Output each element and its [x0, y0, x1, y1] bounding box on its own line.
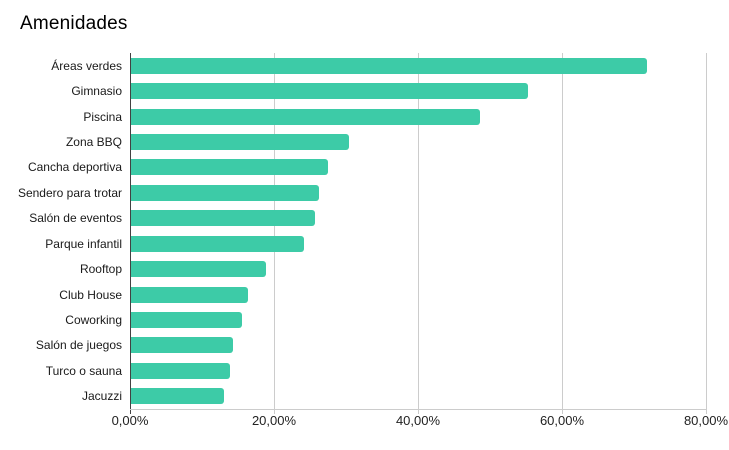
category-label: Zona BBQ [65, 134, 122, 149]
x-tick-label: 20,00% [251, 413, 297, 428]
gridline-60,00% [562, 53, 563, 414]
category-axis-labels: Áreas verdes Gimnasio Piscina Zona BBQ Canch… [0, 53, 122, 409]
bar-Turco o sauna[interactable] [131, 362, 231, 379]
bar-Piscina[interactable] [131, 108, 480, 125]
bar-Salón de juegos[interactable] [131, 337, 234, 354]
bar-row [131, 78, 706, 103]
category-label: Sendero para trotar [17, 185, 122, 200]
category-label: Salón de eventos [29, 211, 122, 226]
gridlines [130, 53, 707, 414]
x-tick-label: 0,00% [111, 413, 149, 428]
category-label: Jacuzzi [81, 389, 122, 404]
x-tick-label: 60,00% [539, 413, 585, 428]
bar-Salón de eventos[interactable] [131, 210, 315, 227]
x-axis-baseline [130, 409, 707, 410]
bar-row [131, 256, 706, 281]
bar-row [131, 180, 706, 205]
bar-Club House[interactable] [131, 286, 249, 303]
bar-Zona BBQ[interactable] [131, 133, 349, 150]
category-label: Coworking [65, 312, 122, 327]
category-label: Rooftop [79, 262, 122, 277]
bar-Coworking[interactable] [131, 311, 243, 328]
x-tick-label: 40,00% [395, 413, 441, 428]
category-label: Club House [59, 287, 122, 302]
value-axis-labels: 0,00% 20,00% 40,00% 60,00% 80,00% [112, 413, 728, 431]
value-axis-zero-line [130, 53, 131, 414]
bar-row [131, 104, 706, 129]
category-label: Áreas verdes [51, 58, 122, 73]
bar-Gimnasio[interactable] [131, 83, 528, 100]
bar-Sendero para trotar[interactable] [131, 184, 319, 201]
category-label: Gimnasio [71, 84, 122, 99]
bar-Jacuzzi[interactable] [131, 388, 225, 405]
chart-title: Amenidades [20, 13, 128, 34]
bar-row [131, 282, 706, 307]
bar-row [131, 206, 706, 231]
category-label: Piscina [83, 109, 122, 124]
bar-Áreas verdes[interactable] [131, 57, 648, 74]
x-tick-label: 80,00% [683, 413, 729, 428]
bar-row [131, 53, 706, 78]
gridline-80,00% [706, 53, 707, 414]
bar-row [131, 129, 706, 154]
bar-Cancha deportiva[interactable] [131, 159, 328, 176]
category-label: Salón de juegos [35, 338, 122, 353]
category-label: Cancha deportiva [27, 160, 122, 175]
bar-Rooftop[interactable] [131, 261, 267, 278]
gridline-20,00% [274, 53, 275, 414]
category-label: Parque infantil [45, 236, 122, 251]
bar-rows [131, 53, 706, 409]
bar-row [131, 307, 706, 332]
category-label: Turco o sauna [45, 363, 122, 378]
bar-row [131, 383, 706, 408]
bar-row [131, 155, 706, 180]
gridline-40,00% [418, 53, 419, 414]
bar-Parque infantil[interactable] [131, 235, 304, 252]
bar-row [131, 358, 706, 383]
bar-row [131, 333, 706, 358]
bar-row [131, 231, 706, 256]
